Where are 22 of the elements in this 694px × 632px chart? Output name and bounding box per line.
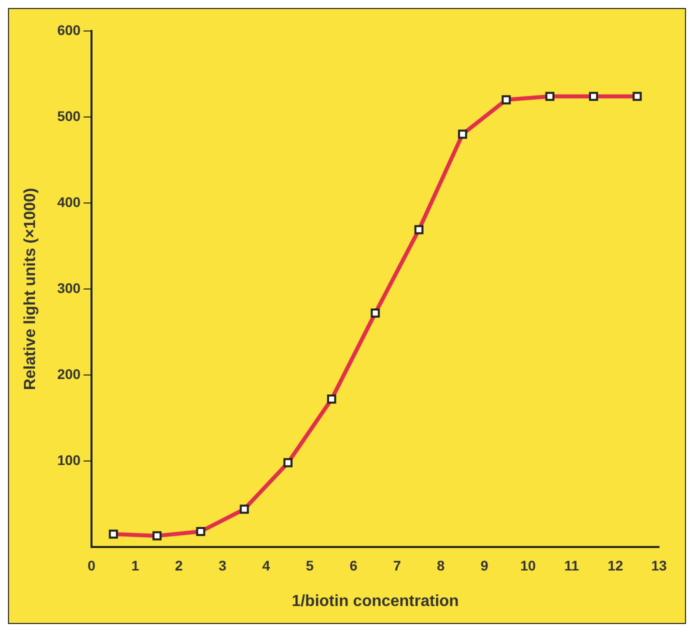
x-tick-label: 13 — [651, 557, 667, 574]
x-tick-label: 7 — [393, 557, 402, 574]
y-tick-label: 100 — [57, 452, 81, 468]
y-axis-title: Relative light units (×1000) — [22, 188, 40, 390]
x-tick-label: 2 — [174, 557, 183, 574]
x-tick-label: 11 — [564, 557, 580, 574]
x-tick-label: 4 — [262, 557, 270, 574]
x-tick-label: 10 — [520, 557, 536, 574]
y-tick-label: 300 — [57, 280, 81, 296]
x-tick-label: 6 — [350, 557, 358, 574]
x-tick-label: 12 — [608, 557, 624, 574]
x-tick-label: 5 — [306, 557, 314, 574]
x-tick-label: 1 — [131, 557, 140, 574]
x-tick-label: 8 — [436, 557, 445, 574]
y-tick-label: 500 — [57, 108, 81, 124]
x-axis-title: 1/biotin concentration — [292, 592, 459, 610]
x-tick-label: 9 — [480, 557, 489, 574]
y-tick-label: 200 — [57, 366, 81, 382]
y-tick-label: 600 — [57, 22, 81, 38]
y-tick-label: 400 — [57, 194, 81, 210]
x-tick-label: 3 — [218, 557, 227, 574]
x-tick-label: 0 — [88, 557, 96, 574]
